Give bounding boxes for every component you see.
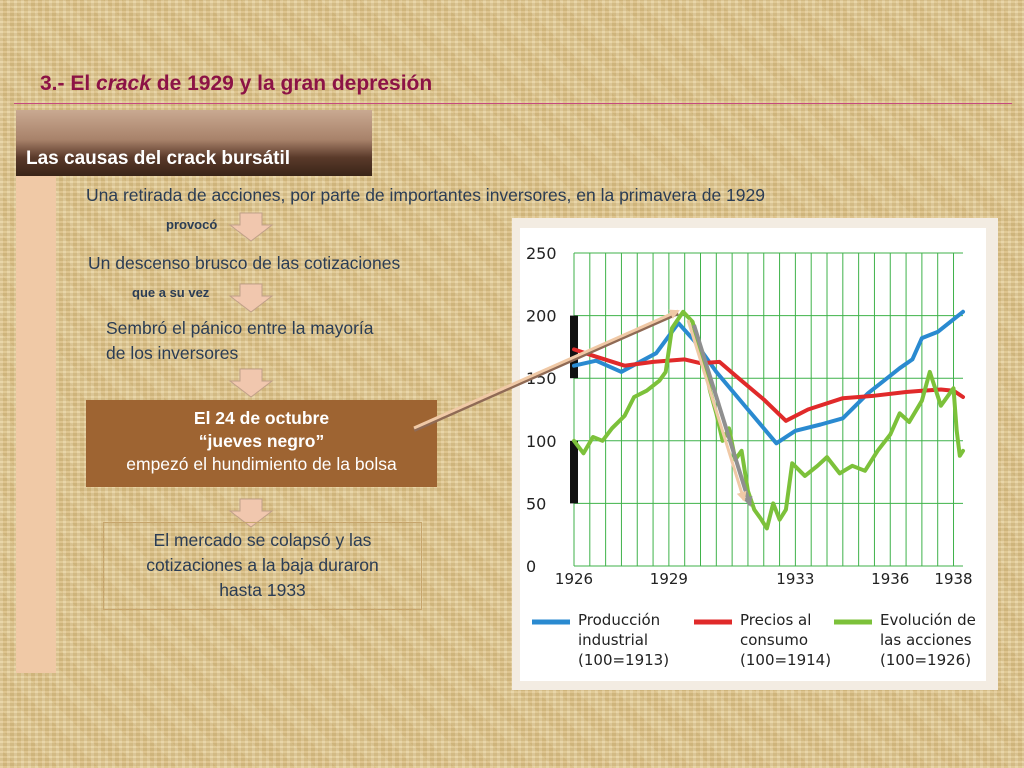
legend-label-stocks: Evolución de [880,611,976,629]
chart-y-axis: 0 50 100 150 200 250 [526,244,557,576]
flow-step-withdrawal: Una retirada de acciones, por parte de i… [86,185,765,205]
y-tick-label: 150 [526,369,557,388]
x-tick-label: 1936 [871,570,909,588]
connector-label-provoco: provocó [166,217,218,232]
x-tick-label: 1938 [934,570,972,588]
legend-label-stocks: las acciones [880,631,972,649]
slide-title: 3.- El crack de 1929 y la gran depresión [40,72,432,96]
y-tick-label: 250 [526,244,557,263]
legend-label-stocks: (100=1926) [880,651,971,669]
market-collapse-box: El mercado se colapsó y las cotizaciones… [103,522,422,610]
series-line-prices [572,347,965,423]
result-line3: hasta 1933 [219,580,306,600]
series-line-production [572,309,965,446]
chart-x-axis: 1926 1929 1933 1936 1938 [555,570,973,588]
legend-label-production: industrial [578,631,648,649]
legend-label-prices: consumo [740,631,808,649]
chart-legend: Producción industrial (100=1913) Precios al… [532,611,976,669]
series-line-stocks [572,309,965,531]
y-tick-label: 50 [526,494,546,513]
chart-background [520,228,986,681]
result-line1: El mercado se colapsó y las [153,530,372,550]
x-tick-label: 1926 [555,570,593,588]
title-suffix: de 1929 y la gran depresión [150,72,433,95]
chart-series [572,309,965,531]
result-line2: cotizaciones a la baja duraron [146,555,379,575]
y-tick-label: 100 [526,432,557,451]
title-divider [14,103,1012,104]
section-banner: Las causas del crack bursátil [16,110,372,176]
y-tick-label: 0 [526,557,536,576]
down-arrow-icon [228,283,274,313]
title-emphasis: crack [96,72,151,95]
economic-indicators-chart: 0 50 100 150 200 250 1926 1929 1933 1936 1938 Pro… [526,244,976,669]
flow-step-panic-line2: de los inversores [106,343,239,363]
down-arrow-icon [228,498,274,528]
flow-step-panic-line1: Sembró el pánico entre la mayoría [106,318,374,338]
x-tick-label: 1933 [776,570,814,588]
title-prefix: 3.- El [40,72,97,95]
y-tick-label: 200 [526,307,557,326]
legend-label-prices: (100=1914) [740,651,831,669]
section-banner-label: Las causas del crack bursátil [26,148,291,169]
event-name: “jueves negro” [198,431,325,451]
legend-label-production: (100=1913) [578,651,669,669]
down-arrow-icon [228,368,274,398]
event-description: empezó el hundimiento de la bolsa [126,454,397,474]
event-date: El 24 de octubre [193,408,330,428]
connector-label-que-a-su-vez: que a su vez [132,285,210,300]
x-tick-label: 1929 [650,570,688,588]
legend-label-production: Producción [578,611,660,629]
legend-label-prices: Precios al [740,611,811,629]
black-thursday-box: El 24 de octubre “jueves negro” empezó e… [86,400,437,487]
black-axis-marker [570,440,578,504]
black-axis-marker [570,315,578,379]
left-accent-bar [16,176,56,673]
down-arrow-icon [228,212,274,242]
flow-step-decline: Un descenso brusco de las cotizaciones [88,253,401,273]
